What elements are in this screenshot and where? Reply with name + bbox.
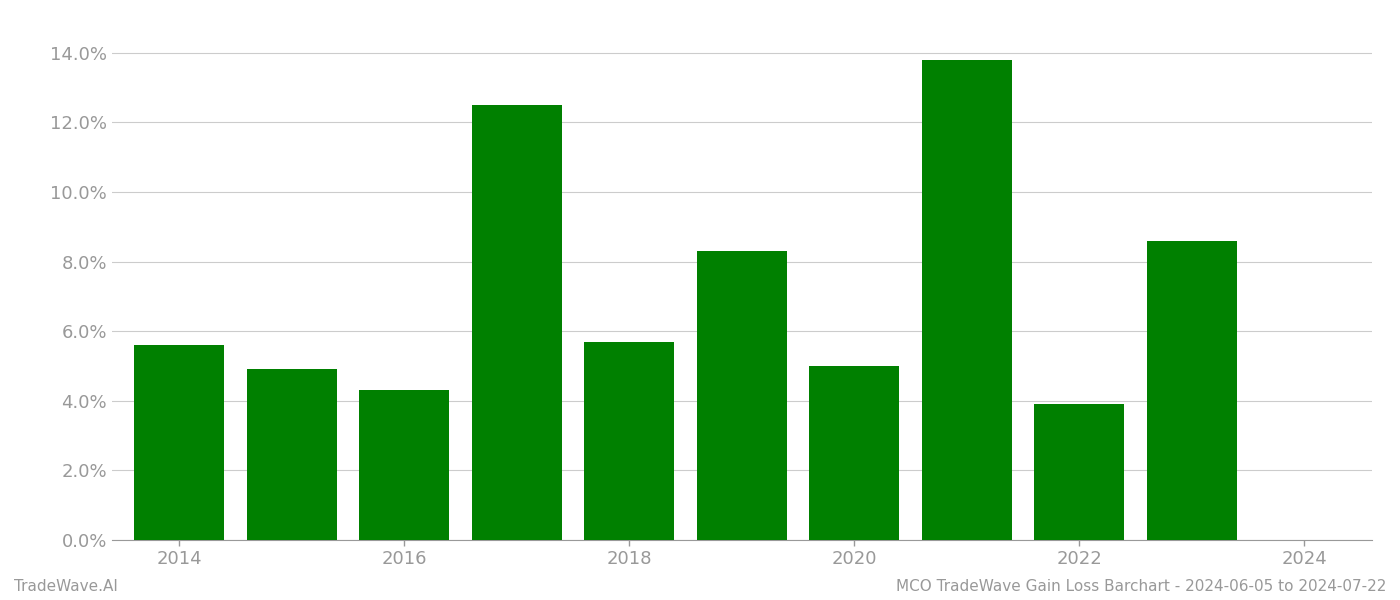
Text: TradeWave.AI: TradeWave.AI <box>14 579 118 594</box>
Text: MCO TradeWave Gain Loss Barchart - 2024-06-05 to 2024-07-22: MCO TradeWave Gain Loss Barchart - 2024-… <box>896 579 1386 594</box>
Bar <box>1035 404 1124 540</box>
Bar <box>1147 241 1238 540</box>
Bar <box>134 345 224 540</box>
Bar <box>584 341 675 540</box>
Bar <box>472 105 561 540</box>
Bar <box>809 366 899 540</box>
Bar <box>360 391 449 540</box>
Bar <box>246 370 337 540</box>
Bar <box>923 60 1012 540</box>
Bar <box>697 251 787 540</box>
